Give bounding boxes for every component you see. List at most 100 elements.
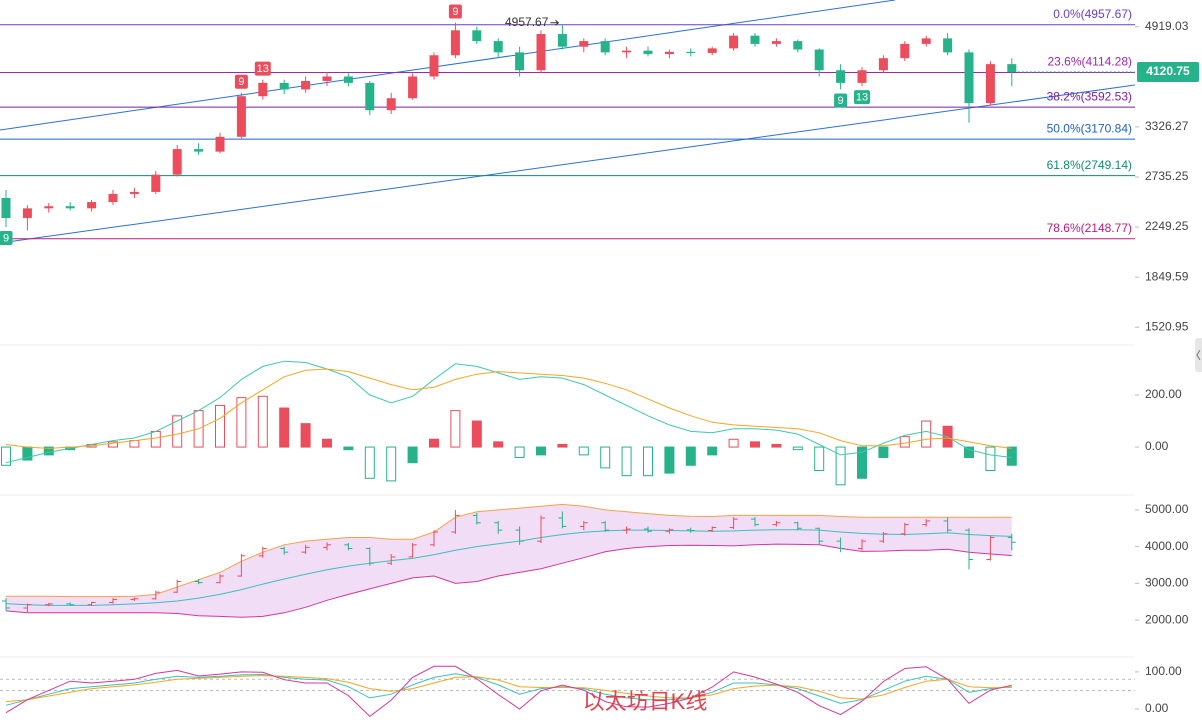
candle-body xyxy=(707,48,717,53)
macd-bar xyxy=(279,407,290,448)
candle-body xyxy=(129,191,139,194)
last-price-badge xyxy=(1137,62,1199,83)
td-marker-label: 13 xyxy=(856,92,868,104)
macd-bar xyxy=(771,443,782,448)
candle-body xyxy=(750,35,760,44)
macd-bar xyxy=(621,446,632,477)
band-fill xyxy=(6,504,1012,618)
candle-body xyxy=(172,149,182,175)
macd-bar xyxy=(600,446,611,469)
indicator-line xyxy=(6,503,1012,598)
candle-body xyxy=(643,50,653,55)
candle-body xyxy=(836,70,846,83)
candle-body xyxy=(365,82,375,111)
candle-body xyxy=(814,49,824,71)
y-tick-label: 2249.25 xyxy=(1145,219,1189,233)
candle-body xyxy=(65,206,75,209)
candle-body xyxy=(194,149,204,152)
candle-body xyxy=(536,34,546,71)
candle-body xyxy=(857,70,867,83)
candle-body xyxy=(600,41,610,53)
macd-bar xyxy=(407,446,418,464)
candle-body xyxy=(493,41,503,53)
macd-bar xyxy=(878,446,889,458)
candle-body xyxy=(1,197,11,219)
y-tick-label: 4919.03 xyxy=(1145,19,1189,33)
indicator-line xyxy=(5,665,1012,718)
td-marker xyxy=(254,61,271,76)
macd-bar xyxy=(792,446,803,451)
indicator-line xyxy=(5,368,1012,449)
fib-label: 78.6%(2148.77) xyxy=(1047,221,1132,235)
macd-bar xyxy=(150,430,161,448)
macd-bar xyxy=(643,446,653,477)
macd-bar xyxy=(1006,446,1017,466)
y-tick-label: 3000.00 xyxy=(1145,576,1189,590)
macd-bar xyxy=(257,395,268,448)
td-marker-label: 9 xyxy=(238,76,244,88)
td-marker xyxy=(0,230,13,245)
candle-body xyxy=(450,30,460,56)
macd-bar xyxy=(364,446,375,479)
candle-body xyxy=(236,96,246,137)
macd-bar xyxy=(857,446,867,479)
macd-bar xyxy=(578,446,589,456)
candle-body xyxy=(301,80,311,90)
fib-label: 50.0%(3170.84) xyxy=(1047,121,1132,135)
td-marker-label: 9 xyxy=(3,232,9,244)
macd-bar xyxy=(685,446,696,466)
td-marker xyxy=(234,74,248,89)
fib-label: 38.2%(3592.53) xyxy=(1047,89,1132,103)
td-marker-label: 13 xyxy=(257,63,269,75)
candle-body xyxy=(729,35,739,49)
side-tab[interactable] xyxy=(1195,338,1202,372)
candle-body xyxy=(900,43,910,59)
candle-body xyxy=(964,52,974,104)
macd-bar xyxy=(750,441,760,448)
td-marker-label: 9 xyxy=(452,6,458,18)
td-marker xyxy=(448,4,462,19)
fib-label: 61.8%(2749.14) xyxy=(1047,158,1132,172)
candle-body xyxy=(279,82,289,90)
macd-bar xyxy=(108,441,118,448)
macd-bar xyxy=(429,438,439,448)
y-tick-label: 4000.00 xyxy=(1145,539,1189,553)
candle-body xyxy=(215,136,225,152)
fib-label: 23.6%(4114.28) xyxy=(1047,55,1132,69)
candle-body xyxy=(921,38,931,44)
candle-body xyxy=(1007,64,1017,73)
macd-bar xyxy=(835,446,846,486)
trend-line xyxy=(0,0,896,131)
y-tick-label: 2000.00 xyxy=(1145,612,1189,626)
candle-body xyxy=(985,64,995,104)
macd-bar xyxy=(386,446,397,482)
indicator-line xyxy=(5,529,1012,606)
macd-bar xyxy=(899,436,910,448)
macd-bar xyxy=(215,404,225,448)
macd-bar xyxy=(1,446,11,466)
candle-body xyxy=(622,50,632,53)
macd-bar xyxy=(664,446,675,474)
macd-bar xyxy=(300,423,311,448)
y-tick-label: 200.00 xyxy=(1145,387,1182,401)
candle-body xyxy=(878,58,888,71)
y-tick-label: 0.00 xyxy=(1145,439,1169,453)
y-tick-label: 2735.25 xyxy=(1145,169,1189,183)
macd-bar xyxy=(985,446,996,471)
candle-body xyxy=(151,174,161,192)
candle-body xyxy=(943,38,953,53)
candle-body xyxy=(429,55,439,77)
macd-bar xyxy=(343,446,354,451)
macd-bar xyxy=(43,446,54,456)
candle-body xyxy=(87,202,97,209)
macd-bar xyxy=(728,438,739,448)
candle-body xyxy=(472,30,482,42)
macd-bar xyxy=(172,415,183,448)
macd-bar xyxy=(322,438,332,448)
trend-channel xyxy=(0,0,1135,244)
high-annotation: 4957.67 xyxy=(505,15,549,29)
indicator-line xyxy=(5,673,1012,706)
macd-bar xyxy=(921,420,932,448)
macd-bar xyxy=(471,420,482,448)
